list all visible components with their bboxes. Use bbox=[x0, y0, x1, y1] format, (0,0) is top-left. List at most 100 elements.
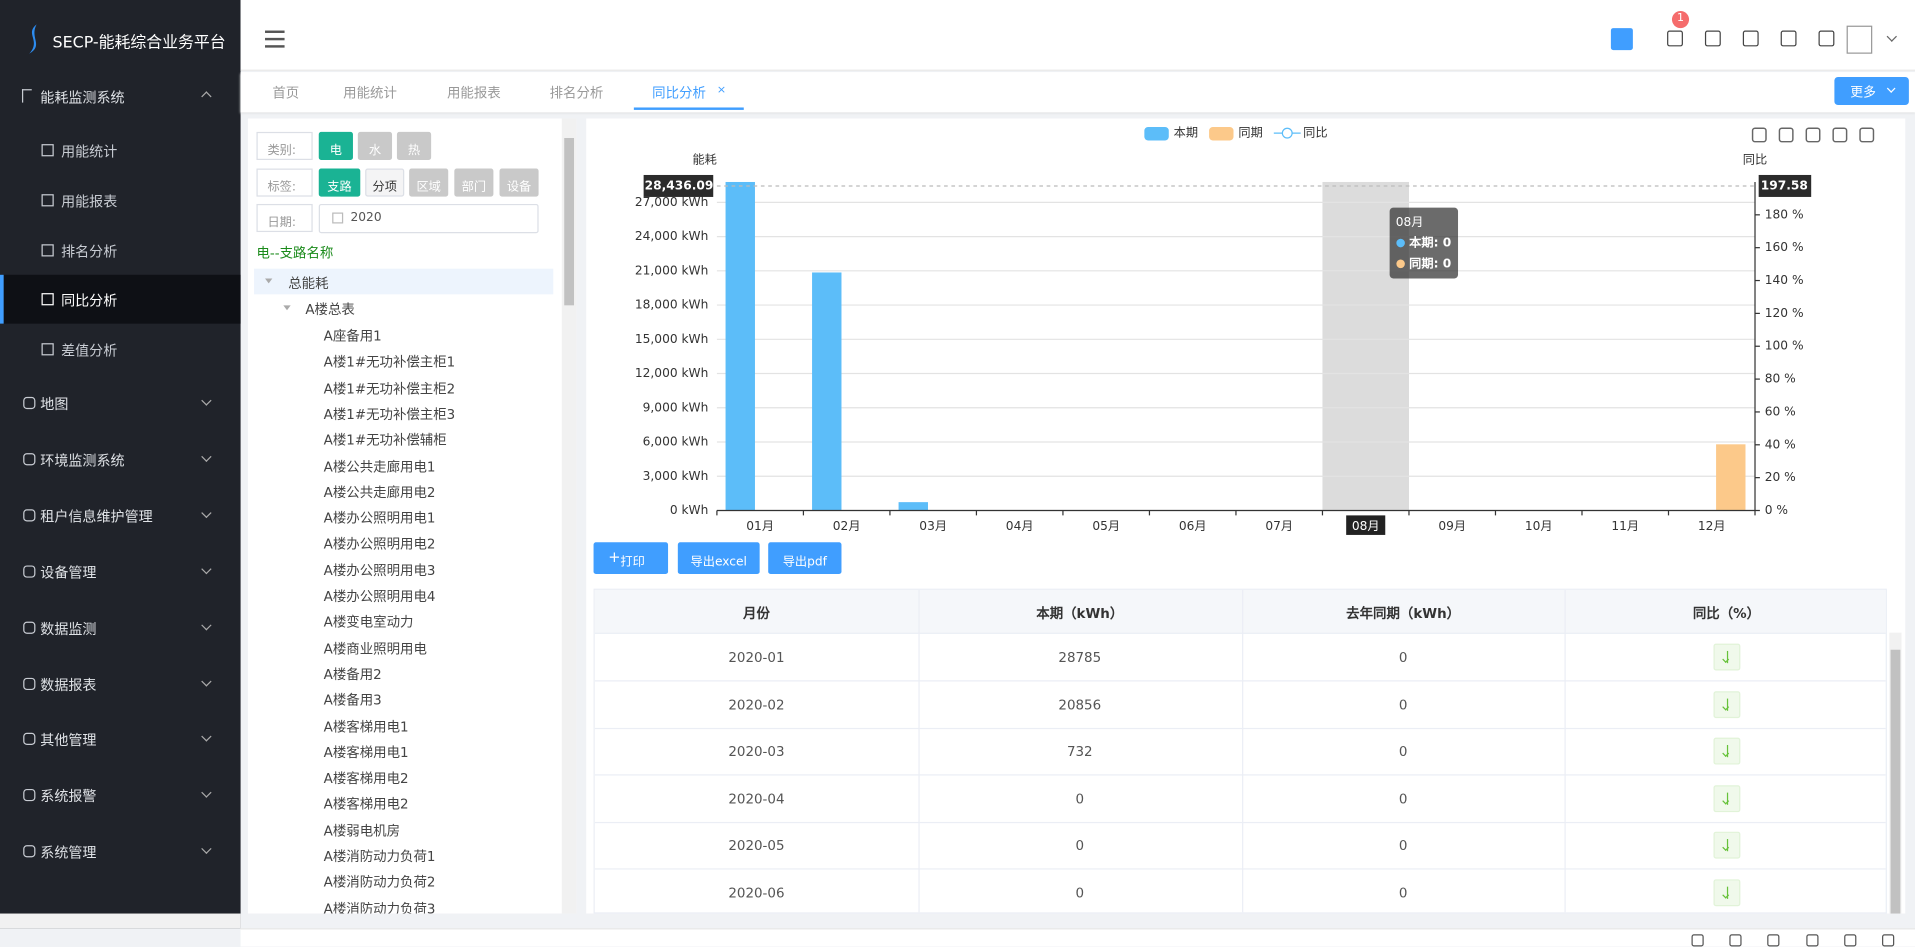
header-icon[interactable] bbox=[1667, 30, 1683, 47]
filter-button[interactable]: 电 bbox=[318, 131, 353, 160]
menu[interactable]: 数据监测 bbox=[40, 619, 97, 638]
filter-button[interactable]: 水 bbox=[357, 131, 393, 160]
header: 1 bbox=[240, 0, 1915, 71]
trend-icon[interactable] bbox=[1713, 878, 1740, 906]
tree-node[interactable]: A楼办公照明用电3 bbox=[323, 562, 436, 579]
menu[interactable]: 系统报警 bbox=[40, 788, 97, 806]
table-cell: 2020-05 bbox=[728, 837, 785, 854]
tree-arrow bbox=[265, 278, 273, 284]
tree-node[interactable]: A楼办公照明用电1 bbox=[323, 510, 436, 527]
trend-arrow-head bbox=[1722, 656, 1730, 663]
bar bbox=[812, 272, 842, 511]
tree-node[interactable]: A楼办公照明用电2 bbox=[323, 536, 436, 553]
menu-item[interactable]: 用能报表 bbox=[61, 192, 118, 210]
bar bbox=[725, 181, 755, 511]
tree-node[interactable]: A楼公共走廊用电1 bbox=[323, 458, 436, 475]
tree-node[interactable]: A楼消防动力负荷1 bbox=[323, 848, 436, 865]
filter-button-text: 水 bbox=[368, 144, 382, 158]
menu-item[interactable]: 用能统计 bbox=[61, 142, 118, 160]
header-icon[interactable] bbox=[1742, 30, 1759, 47]
tooltip-line: 同期: 0 bbox=[1409, 255, 1451, 270]
tree-node[interactable]: A楼消防动力负荷3 bbox=[323, 900, 436, 914]
menu[interactable]: 租户信息维护管理 bbox=[40, 507, 153, 525]
date-input[interactable]: 2020 bbox=[318, 203, 539, 234]
tree-node[interactable]: A楼变电室动力 bbox=[323, 614, 414, 631]
menu[interactable]: 系统管理 bbox=[40, 844, 97, 862]
tree-node[interactable]: A楼公共走廊用电2 bbox=[323, 484, 436, 501]
tree-node[interactable]: A楼1#无功补偿主柜2 bbox=[323, 380, 456, 397]
y2-tick-label: 140 % bbox=[1765, 273, 1804, 287]
filter-button[interactable]: 热 bbox=[396, 131, 432, 160]
menu[interactable]: 设备管理 bbox=[40, 563, 97, 581]
trend-icon[interactable] bbox=[1713, 737, 1740, 765]
tree-node[interactable]: A座备用1 bbox=[323, 328, 382, 345]
menu-item[interactable]: 差值分析 bbox=[61, 342, 118, 360]
trend-icon[interactable] bbox=[1713, 690, 1740, 718]
group-icon bbox=[21, 89, 32, 103]
status-icon[interactable] bbox=[1729, 934, 1742, 947]
menu[interactable]: 数据报表 bbox=[40, 675, 97, 694]
pointer2-label-bg bbox=[1758, 174, 1812, 197]
tree-node[interactable]: A楼备用3 bbox=[323, 692, 382, 709]
tree-node[interactable]: A楼1#无功补偿主柜1 bbox=[323, 354, 456, 371]
tree-node[interactable]: A楼客梯用电1 bbox=[323, 744, 409, 761]
tab[interactable]: 排名分析 bbox=[549, 85, 604, 102]
legend-label: 同期 bbox=[1238, 126, 1262, 140]
chevron bbox=[201, 675, 212, 687]
menu[interactable]: 其他管理 bbox=[40, 732, 97, 750]
menu[interactable]: 环境监测系统 bbox=[40, 451, 125, 469]
tab[interactable]: 同比分析 bbox=[652, 85, 706, 102]
active-item-bg bbox=[0, 275, 241, 325]
header-icon[interactable] bbox=[1780, 30, 1797, 47]
tree-node[interactable]: A楼备用2 bbox=[323, 666, 382, 683]
action-button-text: 导出excel bbox=[690, 555, 747, 570]
filter-button[interactable]: 设备 bbox=[499, 168, 539, 197]
trend-icon[interactable] bbox=[1713, 831, 1740, 859]
tree-node[interactable]: A楼办公照明用电4 bbox=[323, 588, 436, 605]
x-tick-label: 09月 bbox=[1438, 519, 1466, 533]
tree-node[interactable]: A楼总表 bbox=[305, 301, 355, 318]
y2-tick-label: 60 % bbox=[1765, 404, 1796, 418]
header-icon[interactable] bbox=[1818, 30, 1835, 47]
filter-button[interactable]: 区域 bbox=[409, 168, 449, 197]
tree-node[interactable]: A楼客梯用电2 bbox=[323, 796, 409, 813]
filter-button[interactable]: 分项 bbox=[365, 168, 405, 197]
menu-group[interactable]: 能耗监测系统 bbox=[40, 89, 125, 107]
tab[interactable]: 首页 bbox=[272, 85, 300, 102]
header-icon[interactable] bbox=[1704, 30, 1721, 47]
status-icon[interactable] bbox=[1844, 934, 1857, 947]
tree-node[interactable]: A楼1#无功补偿主柜3 bbox=[323, 406, 456, 423]
status-icon[interactable] bbox=[1767, 934, 1780, 947]
action-button[interactable]: 导出excel bbox=[677, 542, 760, 575]
table-cell: 0 bbox=[1075, 837, 1085, 854]
trend-icon[interactable] bbox=[1713, 643, 1740, 671]
filter-label: 日期: bbox=[256, 203, 313, 233]
menu-item[interactable]: 排名分析 bbox=[61, 242, 118, 260]
more-button[interactable]: 更多 bbox=[1834, 76, 1909, 106]
tree-node[interactable]: A楼客梯用电1 bbox=[323, 718, 409, 735]
status-icon[interactable] bbox=[1806, 934, 1819, 947]
y2-tick-label: 160 % bbox=[1765, 240, 1804, 254]
action-button[interactable]: 导出pdf bbox=[768, 542, 842, 575]
status-icon[interactable] bbox=[1691, 934, 1704, 947]
tree-node[interactable]: 总能耗 bbox=[288, 276, 329, 292]
tree-node[interactable]: A楼客梯用电2 bbox=[323, 770, 409, 787]
tree-node[interactable]: A楼消防动力负荷2 bbox=[323, 874, 436, 891]
trend-arrow-head bbox=[1722, 750, 1730, 757]
filter-button[interactable]: 支路 bbox=[318, 168, 361, 197]
tab[interactable]: 用能报表 bbox=[446, 85, 501, 102]
tab[interactable]: 用能统计 bbox=[343, 85, 397, 102]
menu-item[interactable]: 同比分析 bbox=[61, 292, 118, 310]
status-icon[interactable] bbox=[1882, 934, 1895, 947]
tree-node[interactable]: A楼弱电机房 bbox=[323, 822, 401, 839]
tree-node[interactable]: A楼1#无功补偿辅柜 bbox=[323, 432, 447, 449]
tree-node[interactable]: A楼商业照明用电 bbox=[323, 640, 427, 657]
filter-button[interactable]: 部门 bbox=[454, 168, 494, 197]
menu[interactable]: 地图 bbox=[40, 395, 69, 413]
trend-icon[interactable] bbox=[1713, 784, 1740, 812]
row-divider bbox=[594, 774, 1886, 776]
action-button[interactable]: + 打印 bbox=[593, 542, 669, 575]
header-select[interactable] bbox=[1610, 28, 1633, 51]
avatar[interactable] bbox=[1846, 25, 1873, 54]
tab-close[interactable]: × bbox=[716, 84, 727, 97]
